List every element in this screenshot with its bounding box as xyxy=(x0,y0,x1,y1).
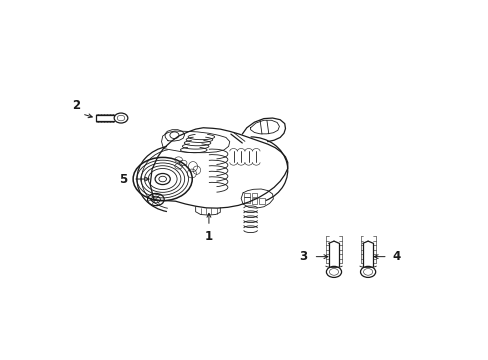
Bar xyxy=(244,197,249,203)
Text: 2: 2 xyxy=(72,99,80,112)
Text: 1: 1 xyxy=(204,230,213,243)
Bar xyxy=(251,198,257,204)
Text: 4: 4 xyxy=(392,250,400,263)
Bar xyxy=(244,193,249,197)
Text: 3: 3 xyxy=(299,250,307,263)
Text: 5: 5 xyxy=(119,172,127,185)
Bar xyxy=(251,193,257,197)
Bar xyxy=(259,198,264,204)
